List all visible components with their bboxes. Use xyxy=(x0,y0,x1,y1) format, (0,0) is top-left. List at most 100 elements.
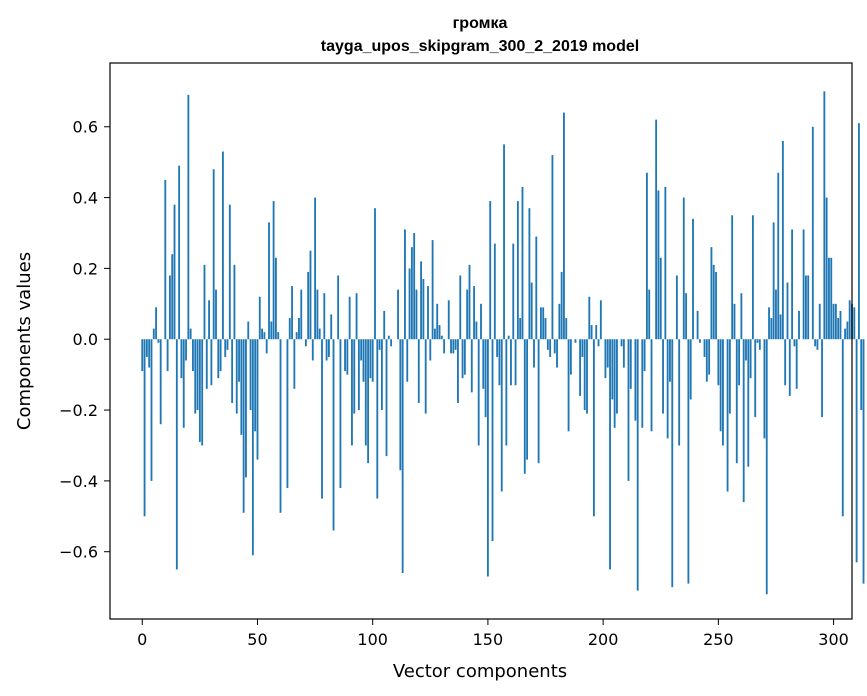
bar-235 xyxy=(682,197,685,340)
bar-224 xyxy=(657,190,660,340)
bar-261 xyxy=(742,339,745,503)
bar-36 xyxy=(224,339,227,357)
bar-260 xyxy=(740,293,743,340)
bar-63 xyxy=(286,339,289,488)
bar-139 xyxy=(461,339,464,379)
bar-298 xyxy=(828,257,830,340)
bar-182 xyxy=(560,271,563,340)
bar-206 xyxy=(616,339,618,414)
bar-55 xyxy=(268,222,270,340)
bar-143 xyxy=(470,339,473,393)
bar-79 xyxy=(323,293,326,340)
bar-146 xyxy=(477,339,480,446)
bar-18 xyxy=(182,339,185,428)
bar-278 xyxy=(781,140,784,340)
y-tick-label: 0.4 xyxy=(73,189,98,208)
plot-frame xyxy=(109,62,853,620)
bar-99 xyxy=(369,339,372,379)
bar-273 xyxy=(770,317,773,340)
y-axis-label: Components values xyxy=(14,252,35,430)
bar-14 xyxy=(173,204,176,340)
bar-86 xyxy=(339,339,342,488)
bar-64 xyxy=(288,317,291,340)
bar-245 xyxy=(705,339,708,382)
bar-262 xyxy=(745,339,747,361)
bar-90 xyxy=(348,296,351,340)
bar-103 xyxy=(378,339,381,350)
y-axis-ticks: −0.6 −0.4 −0.2 0.0 0.2 0.4 0.6 xyxy=(59,118,110,562)
x-tick-label: 300 xyxy=(818,630,849,649)
bar-306 xyxy=(846,321,849,340)
bar-76 xyxy=(316,289,319,340)
bar-172 xyxy=(537,339,540,464)
bar-242 xyxy=(698,339,701,343)
bar-205 xyxy=(613,339,616,428)
bar-114 xyxy=(404,229,406,340)
bar-162 xyxy=(514,339,517,386)
bar-186 xyxy=(569,339,572,375)
bar-160 xyxy=(510,339,512,386)
bar-51 xyxy=(258,296,261,340)
bar-208 xyxy=(620,339,623,347)
bar-236 xyxy=(685,293,688,340)
bar-48 xyxy=(251,339,254,556)
bar-88 xyxy=(344,339,346,372)
bar-203 xyxy=(609,339,611,570)
bar-138 xyxy=(459,275,462,340)
bar-271 xyxy=(765,339,768,595)
bar-277 xyxy=(779,314,782,340)
bar-312 xyxy=(860,339,863,411)
y-tick-label: 0.0 xyxy=(73,330,98,349)
bar-25 xyxy=(198,339,201,442)
bar-291 xyxy=(811,126,814,340)
bar-228 xyxy=(666,339,669,439)
y-tick-label: −0.4 xyxy=(59,472,98,491)
bar-167 xyxy=(526,339,529,460)
bar-311 xyxy=(857,123,860,340)
bar-183 xyxy=(563,112,565,340)
bar-178 xyxy=(551,155,554,340)
bar-285 xyxy=(798,310,800,340)
bar-181 xyxy=(558,303,561,340)
bar-170 xyxy=(533,339,535,368)
bar-148 xyxy=(482,339,485,389)
bar-13 xyxy=(171,254,174,340)
bar-214 xyxy=(634,339,637,421)
bar-163 xyxy=(516,201,519,340)
bar-159 xyxy=(507,335,510,340)
bar-144 xyxy=(473,286,476,340)
bar-43 xyxy=(240,339,243,435)
bar-150 xyxy=(486,339,489,577)
bar-305 xyxy=(844,328,847,340)
bar-211 xyxy=(627,339,630,481)
bar-129 xyxy=(438,325,441,340)
bar-78 xyxy=(321,339,323,499)
bar-105 xyxy=(383,310,386,340)
bar-263 xyxy=(747,339,750,467)
bar-50 xyxy=(256,339,259,460)
bar-142 xyxy=(468,264,471,340)
bar-299 xyxy=(830,257,833,340)
bar-32 xyxy=(215,289,217,340)
bar-257 xyxy=(733,303,736,340)
bar-125 xyxy=(429,339,432,361)
bar-35 xyxy=(221,151,224,340)
bar-247 xyxy=(710,247,713,340)
bar-185 xyxy=(567,339,570,432)
bar-180 xyxy=(556,339,558,368)
bar-19 xyxy=(185,339,187,361)
bar-100 xyxy=(371,339,374,382)
bar-11 xyxy=(166,339,169,372)
bar-85 xyxy=(337,275,340,340)
bar-17 xyxy=(180,339,183,379)
bar-53 xyxy=(263,332,266,340)
bar-6 xyxy=(155,307,158,340)
bar-184 xyxy=(565,317,568,340)
bar-165 xyxy=(521,186,524,340)
x-tick-label: 150 xyxy=(473,630,504,649)
x-axis-label: Vector components xyxy=(393,661,567,682)
bar-282 xyxy=(791,229,794,340)
bar-254 xyxy=(726,339,729,492)
bar-10 xyxy=(164,179,167,340)
bar-97 xyxy=(364,339,367,446)
